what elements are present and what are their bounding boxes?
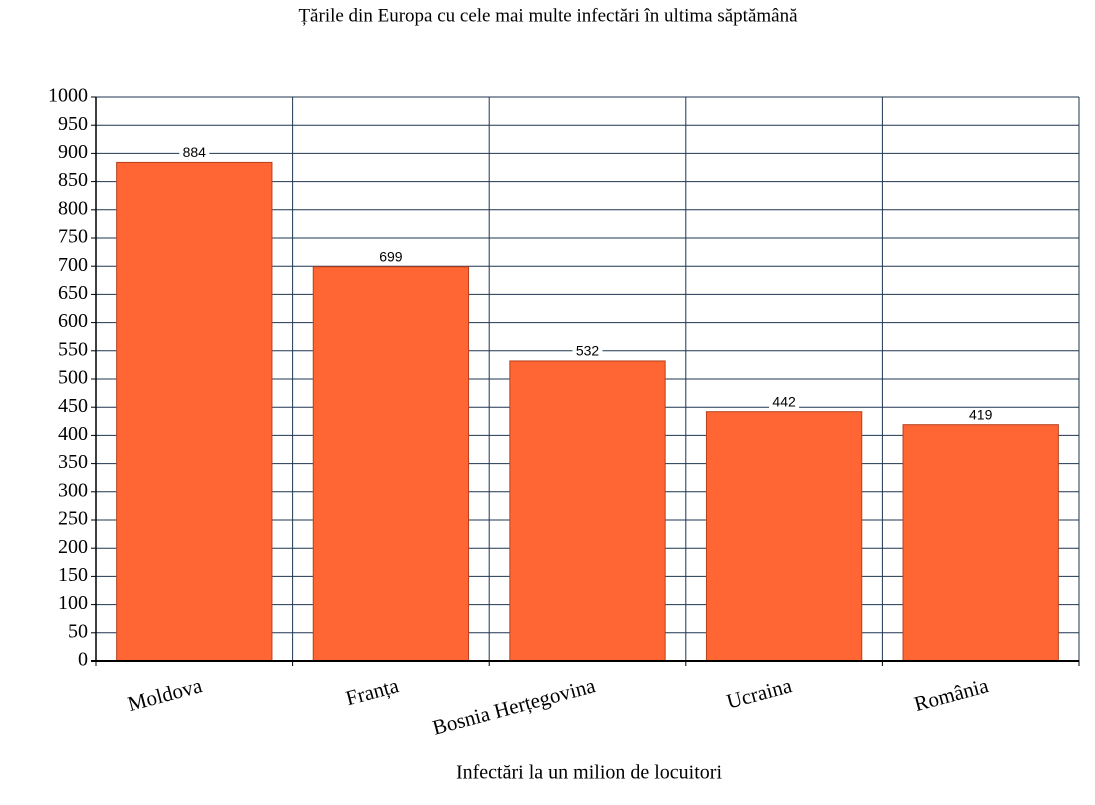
bar — [705, 411, 863, 662]
x-tick-label: Moldova — [125, 673, 205, 716]
value-label: 419 — [969, 406, 993, 422]
value-label: 532 — [576, 343, 600, 359]
y-tick-label: 250 — [58, 508, 88, 530]
bar — [902, 424, 1059, 662]
y-tick-label: 700 — [58, 254, 88, 276]
y-tick-label: 1000 — [48, 85, 88, 107]
value-label-bg — [375, 250, 406, 265]
value-label-group: 442 — [769, 393, 800, 410]
value-label-bg — [572, 344, 603, 359]
chart-title: Țările din Europa cu cele mai multe infe… — [298, 5, 798, 26]
x-tick-label: România — [912, 673, 992, 716]
y-tick-label: 500 — [58, 367, 88, 389]
bar — [116, 161, 273, 662]
value-label-bg — [965, 408, 996, 423]
y-tick-label: 600 — [58, 310, 88, 332]
y-tick-label: 200 — [58, 536, 88, 558]
y-tick-label: 100 — [58, 592, 88, 614]
y-tick-label: 300 — [58, 479, 88, 501]
x-tick-label: Bosnia Herțegovina — [430, 673, 599, 740]
y-tick-label: 850 — [58, 169, 88, 191]
y-tick-label: 150 — [58, 564, 88, 586]
x-axis-label: Infectări la un milion de locuitori — [456, 762, 722, 784]
y-tick-label: 750 — [58, 226, 88, 248]
value-label-group: 699 — [375, 248, 406, 265]
y-tick-label: 400 — [58, 423, 88, 445]
value-label-group: 419 — [965, 406, 996, 423]
bar — [312, 266, 470, 662]
bar — [509, 360, 666, 662]
y-tick-label: 950 — [58, 113, 88, 135]
value-label-group: 532 — [572, 343, 603, 359]
x-tick-label: Ucraina — [724, 673, 795, 714]
y-tick-label: 550 — [58, 338, 88, 360]
y-tick-label: 900 — [58, 141, 88, 163]
y-tick-label: 50 — [68, 620, 88, 642]
y-tick-label: 350 — [58, 451, 88, 473]
value-label: 699 — [379, 248, 403, 264]
y-tick-label: 800 — [58, 197, 88, 219]
y-tick-label: 650 — [58, 282, 88, 304]
y-tick-label: 0 — [78, 649, 88, 671]
x-tick-label: Franța — [343, 673, 402, 710]
value-label: 442 — [772, 393, 796, 409]
value-label-group: 884 — [179, 144, 210, 161]
y-tick-label: 450 — [58, 395, 88, 417]
value-label: 884 — [183, 144, 207, 160]
value-label-bg — [179, 146, 210, 161]
value-label-bg — [769, 395, 800, 410]
